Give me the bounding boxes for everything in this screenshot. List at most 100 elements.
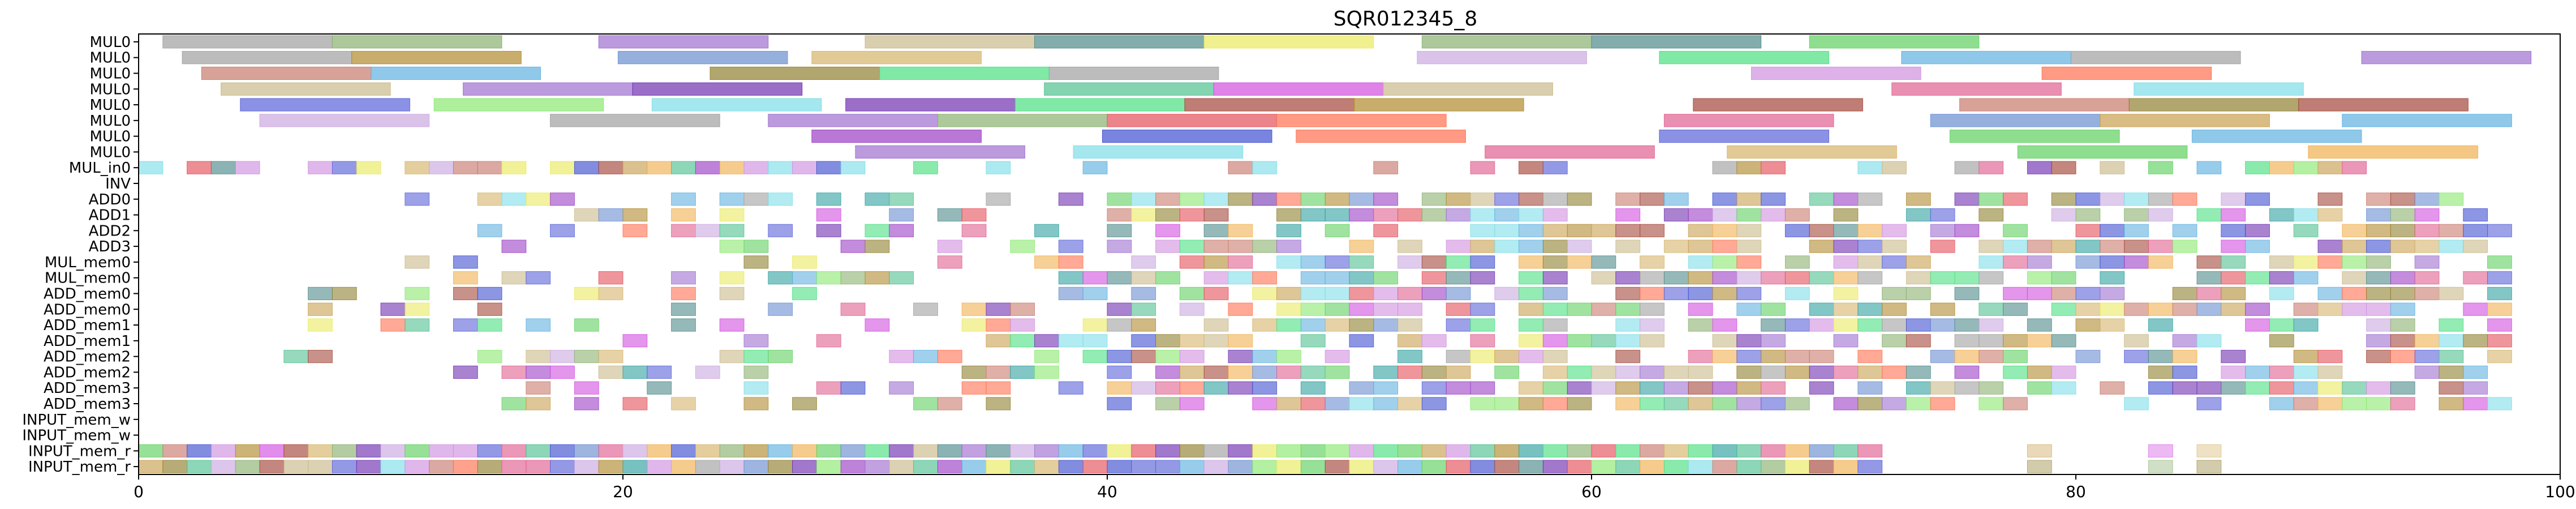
bar [1349,444,1374,457]
bar [1809,193,1834,206]
bar [1591,334,1616,348]
bar [1954,271,1980,285]
bar [1034,224,1059,237]
bar [1736,224,1762,237]
bar [961,224,987,237]
bar [2293,381,2319,395]
bar [1494,460,1520,473]
bar [1567,397,1592,410]
row-label: INPUT_mem_r [28,459,131,476]
bar [1373,365,1399,379]
bar [1300,334,1326,348]
bar [2221,349,2246,363]
bar [1252,365,1278,379]
bar [1663,444,1689,457]
bar [2196,334,2222,348]
bar [2124,302,2149,316]
bar [1615,365,1641,379]
bar [1542,239,1568,253]
bar [2027,381,2052,395]
bar [1383,82,1554,96]
bar [1519,397,1543,410]
bar [2269,397,2294,410]
bar [1179,255,1205,269]
bar [913,349,938,363]
bar [283,460,309,473]
bar [453,255,478,269]
bar [477,349,502,363]
bar [1688,239,1713,253]
bar [1833,302,1859,316]
bar [2487,271,2512,285]
bar [647,365,672,379]
bar [1300,302,1326,316]
bar [2293,302,2319,316]
bar [1494,349,1520,363]
bar [1761,365,1786,379]
bar [162,444,188,457]
bar [2017,145,2188,159]
bar [1228,161,1253,174]
bar [1519,208,1543,222]
bar [1296,129,1466,143]
bar [1494,397,1520,410]
bar [1397,397,1422,410]
bar [1954,286,1980,301]
bar [671,397,696,410]
bar [1373,460,1399,473]
bar [1252,286,1278,301]
bar [187,460,212,473]
row-label: MUL_mem0 [45,254,131,271]
bar [138,444,164,457]
bar [1542,397,1568,410]
bar [1979,271,2004,285]
bar [2075,302,2101,316]
bar [1324,365,1350,379]
bar [477,161,502,174]
bar [526,349,551,363]
bar [1882,365,1907,379]
bar [2172,224,2197,237]
bar [1082,161,1108,174]
bar [2196,381,2222,395]
bar [1857,444,1883,457]
bar [2196,255,2222,269]
bar [1519,302,1543,316]
bar [1712,161,1738,174]
bar [1082,286,1108,301]
bar [1276,239,1301,253]
bar [2221,381,2246,395]
bar [1324,224,1350,237]
bar [2366,255,2391,269]
bar [1761,318,1786,332]
bar [865,239,890,253]
bar [1542,381,1568,395]
bar [1833,224,1859,237]
bar [768,349,793,363]
row-label: ADD2 [89,223,131,239]
bar [1107,381,1132,395]
bar [1131,302,1156,316]
bar [2148,239,2173,253]
bar [1082,271,1108,285]
bar [477,302,502,316]
bar [1421,334,1447,348]
bar [1663,208,1689,222]
bar [1131,286,1156,301]
bar [743,255,769,269]
bar [1446,208,1471,222]
bar [2196,460,2222,473]
bar [2245,365,2270,379]
bar [2269,286,2294,301]
bar [2366,318,2391,332]
bar [1470,239,1495,253]
bar [961,365,987,379]
bar [2317,208,2343,222]
bar [2148,444,2173,457]
bar [1228,239,1253,253]
bar [2487,349,2512,363]
bar [2269,208,2294,222]
x-tick-label: 20 [613,482,633,501]
bar [240,98,410,112]
bar [1131,255,1156,269]
